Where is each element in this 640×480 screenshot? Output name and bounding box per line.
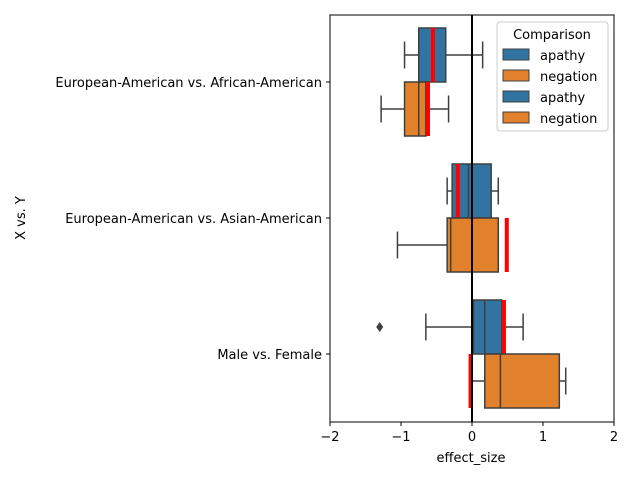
box-apathy-0 — [403, 27, 484, 83]
outlier-point — [376, 322, 384, 332]
x-axis-title: effect_size — [437, 451, 506, 466]
box-body — [403, 81, 427, 137]
legend: Comparison apathy negation apathy negation — [496, 21, 609, 132]
plot-area — [376, 15, 567, 422]
box-negation-1 — [396, 217, 509, 273]
x-tick-label: −1 — [391, 430, 410, 445]
y-tick-label: Male vs. Female — [217, 348, 322, 363]
y-axis-title: X vs. Y — [14, 196, 29, 240]
legend-swatch — [502, 48, 530, 61]
box-negation-0 — [380, 81, 450, 137]
x-tick-label: 2 — [610, 430, 618, 445]
axis-ticks: −2 −1 0 1 2 European-American vs. African-Ame… — [55, 76, 618, 445]
legend-label: negation — [540, 70, 597, 85]
legend-swatch — [502, 69, 530, 82]
y-tick-label: European-American vs. African-American — [55, 76, 322, 91]
y-tick-label: European-American vs. Asian-American — [65, 212, 322, 227]
box-body — [472, 299, 503, 355]
box-negation-2 — [468, 353, 567, 409]
legend-label: apathy — [540, 91, 586, 106]
legend-label: negation — [540, 112, 597, 127]
legend-swatch — [502, 111, 530, 124]
box-apathy-2 — [376, 299, 524, 355]
x-tick-label: −2 — [320, 430, 339, 445]
legend-swatch — [502, 90, 530, 103]
x-tick-label: 1 — [539, 430, 547, 445]
x-tick-label: 0 — [468, 430, 476, 445]
legend-label: apathy — [540, 49, 586, 64]
box-body — [484, 353, 561, 409]
legend-title: Comparison — [513, 28, 591, 43]
